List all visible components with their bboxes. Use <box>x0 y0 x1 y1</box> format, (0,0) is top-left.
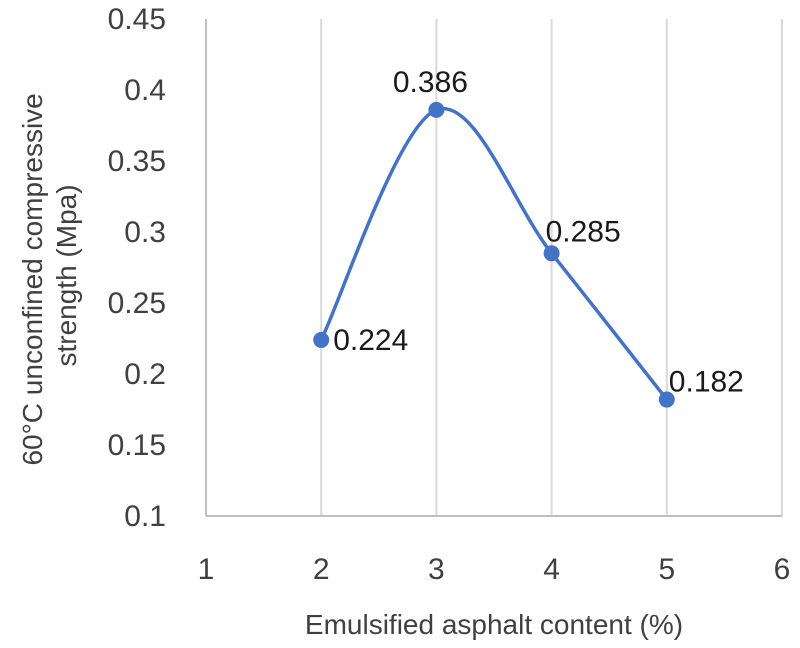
x-tick-label: 1 <box>198 553 215 586</box>
y-axis-title-line-1: 60°C unconfined compressive <box>17 93 48 465</box>
axes <box>205 19 782 517</box>
data-point <box>428 101 445 118</box>
y-tick-labels: 0.1 0.15 0.2 0.25 0.3 0.35 0.4 0.45 <box>108 3 166 533</box>
y-tick-label: 0.1 <box>124 500 166 533</box>
x-tick-label: 5 <box>658 553 675 586</box>
data-point <box>543 245 560 262</box>
y-tick-label: 0.3 <box>124 216 166 249</box>
series <box>313 101 675 408</box>
y-tick-label: 0.2 <box>124 358 166 391</box>
x-tick-label: 3 <box>428 553 445 586</box>
data-point <box>313 331 330 348</box>
data-label: 0.224 <box>333 324 408 357</box>
y-tick-label: 0.45 <box>108 3 166 36</box>
data-labels: 0.224 0.386 0.285 0.182 <box>333 66 744 399</box>
x-tick-label: 2 <box>313 553 330 586</box>
y-axis-title-line-2: strength (Mpa) <box>51 184 82 366</box>
data-point <box>658 391 675 408</box>
y-tick-label: 0.35 <box>108 145 166 178</box>
x-axis-title: Emulsified asphalt content (%) <box>305 609 683 640</box>
y-tick-label: 0.25 <box>108 287 166 320</box>
series-line <box>319 106 669 401</box>
x-tick-labels: 1 2 3 4 5 6 <box>198 553 791 586</box>
data-label: 0.182 <box>669 366 744 399</box>
data-label: 0.285 <box>546 215 621 248</box>
y-axis-title: 60°C unconfined compressive strength (Mp… <box>17 85 82 465</box>
y-tick-label: 0.15 <box>108 429 166 462</box>
data-label: 0.386 <box>393 66 468 99</box>
x-tick-label: 6 <box>774 553 791 586</box>
grid <box>320 19 783 516</box>
x-tick-label: 4 <box>543 553 560 586</box>
y-tick-label: 0.4 <box>124 74 166 107</box>
